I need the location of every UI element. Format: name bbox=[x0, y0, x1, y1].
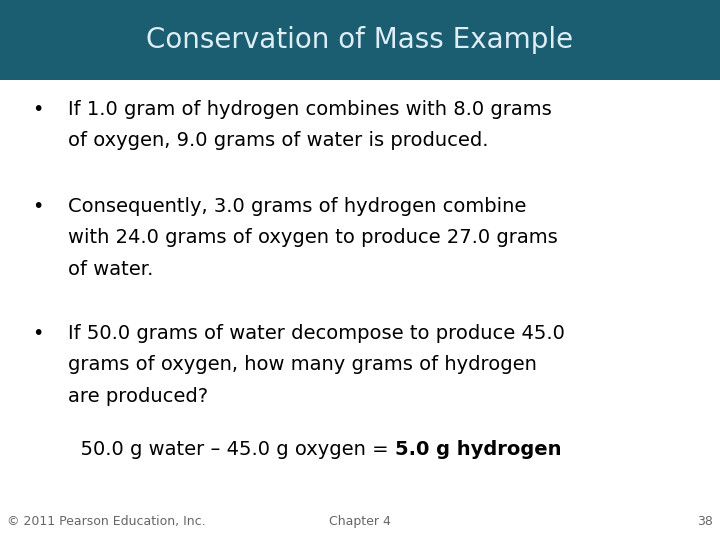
Text: © 2011 Pearson Education, Inc.: © 2011 Pearson Education, Inc. bbox=[7, 515, 206, 528]
Text: grams of oxygen, how many grams of hydrogen: grams of oxygen, how many grams of hydro… bbox=[68, 355, 537, 374]
FancyBboxPatch shape bbox=[0, 0, 720, 80]
Text: are produced?: are produced? bbox=[68, 387, 209, 406]
Text: with 24.0 grams of oxygen to produce 27.0 grams: with 24.0 grams of oxygen to produce 27.… bbox=[68, 228, 558, 247]
Text: Consequently, 3.0 grams of hydrogen combine: Consequently, 3.0 grams of hydrogen comb… bbox=[68, 197, 527, 216]
Text: 50.0 g water – 45.0 g oxygen =: 50.0 g water – 45.0 g oxygen = bbox=[68, 440, 395, 459]
Text: If 1.0 gram of hydrogen combines with 8.0 grams: If 1.0 gram of hydrogen combines with 8.… bbox=[68, 100, 552, 119]
Text: •: • bbox=[32, 100, 44, 119]
Text: Conservation of Mass Example: Conservation of Mass Example bbox=[146, 26, 574, 54]
Text: of water.: of water. bbox=[68, 260, 154, 279]
Text: Chapter 4: Chapter 4 bbox=[329, 515, 391, 528]
Text: 5.0 g hydrogen: 5.0 g hydrogen bbox=[395, 440, 562, 459]
Text: If 50.0 grams of water decompose to produce 45.0: If 50.0 grams of water decompose to prod… bbox=[68, 324, 565, 343]
Text: of oxygen, 9.0 grams of water is produced.: of oxygen, 9.0 grams of water is produce… bbox=[68, 131, 489, 150]
Text: 38: 38 bbox=[697, 515, 713, 528]
Text: •: • bbox=[32, 324, 44, 343]
Text: •: • bbox=[32, 197, 44, 216]
